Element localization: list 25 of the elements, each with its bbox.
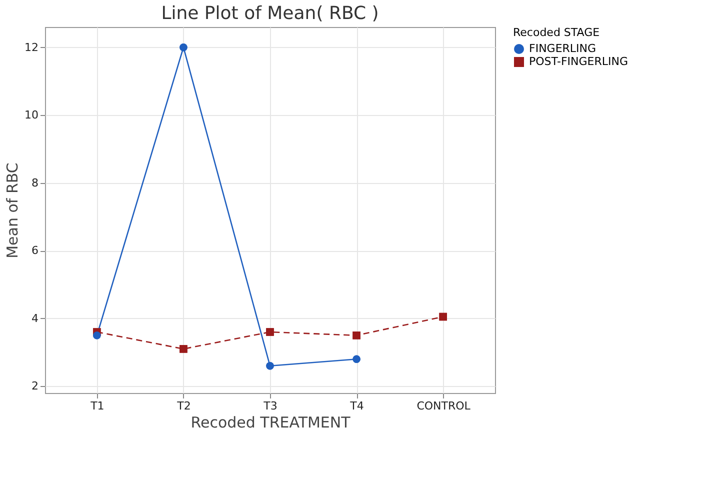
y-tick-label: 6: [32, 244, 38, 258]
legend-title: Recoded STAGE: [513, 26, 600, 39]
y-tick-label: 4: [32, 312, 38, 325]
x-tick-label: T2: [176, 400, 191, 412]
x-tick-label: T1: [90, 400, 104, 412]
x-tick-label: T4: [349, 400, 364, 412]
x-tick-label: T3: [262, 400, 278, 412]
legend-label: FINGERLING: [529, 42, 596, 55]
point: [266, 362, 274, 370]
y-tick-label: 2: [32, 380, 38, 393]
y-axis-title: Mean of RBC: [4, 162, 22, 258]
point: [180, 43, 188, 52]
point: [93, 332, 101, 340]
y-tick-label: 8: [32, 176, 38, 190]
point: [352, 332, 360, 340]
x-axis-title: Recoded TREATMENT: [190, 414, 352, 432]
y-tick-label: 10: [24, 108, 38, 122]
legend-label: POST-FINGERLING: [529, 55, 628, 68]
x-tick-label: CONTROL: [416, 400, 472, 412]
chart-title: Line Plot of Mean( RBC ): [161, 3, 379, 24]
point: [352, 355, 360, 363]
point: [266, 328, 274, 336]
point: [439, 312, 447, 321]
point: [180, 345, 188, 353]
y-tick-label: 12: [24, 40, 38, 54]
